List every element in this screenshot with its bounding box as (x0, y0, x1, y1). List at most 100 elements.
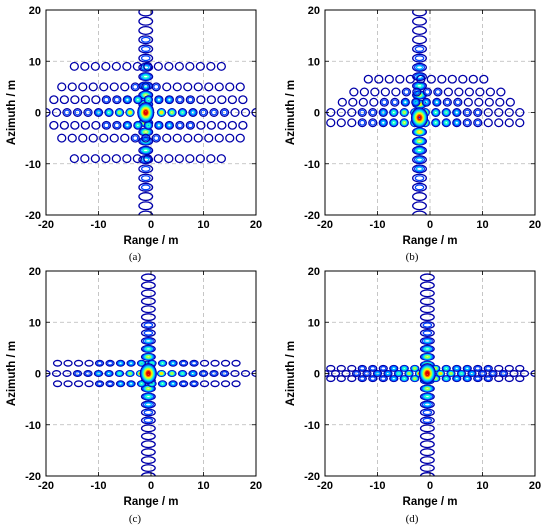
range-sidelobe (443, 109, 450, 116)
azimuth-lobe (138, 182, 154, 192)
range-sidelobe (359, 365, 366, 371)
range-sidelobe (135, 97, 140, 102)
azimuth-lobe (412, 201, 427, 211)
range-sidelobe (378, 364, 388, 372)
range-sidelobe (128, 372, 132, 375)
range-sidelobe (94, 359, 105, 367)
range-sidelobe (80, 154, 90, 164)
range-sidelobe (444, 110, 449, 115)
range-sidelobe (185, 120, 196, 130)
main-peak (422, 367, 433, 380)
range-sidelobe (206, 61, 216, 71)
range-sidelobe (488, 370, 498, 377)
range-sidelobe (118, 381, 123, 386)
range-sidelobe (170, 372, 174, 375)
range-sidelobe (133, 95, 143, 105)
range-sidelobe (401, 120, 407, 126)
azimuth-lobe (412, 44, 427, 54)
azimuth-lobe (412, 155, 427, 165)
range-sidelobe (132, 83, 139, 90)
azimuth-lobe (417, 130, 422, 134)
range-sidelobe (411, 97, 421, 107)
range-sidelobe (180, 110, 185, 115)
azimuth-lobe (419, 448, 435, 457)
range-sidelobe (468, 370, 476, 377)
range-sidelobe (337, 97, 347, 107)
range-sidelobe (348, 97, 358, 107)
range-sidelobe (174, 61, 184, 71)
range-sidelobe (453, 119, 461, 127)
range-sidelobe (357, 108, 367, 117)
azimuth-lobe (422, 417, 433, 424)
range-sidelobe (189, 359, 199, 367)
azimuth-lobe (139, 137, 152, 145)
range-sidelobe (235, 82, 245, 92)
y-tick-label: -10 (25, 420, 41, 432)
azimuth-lobe (142, 393, 155, 400)
range-sidelobe (170, 361, 176, 366)
y-tick-label: 10 (29, 317, 41, 329)
range-sidelobe (112, 95, 122, 105)
range-sidelobe (93, 370, 104, 377)
range-sidelobe (402, 110, 407, 115)
azimuth-lobe (140, 329, 156, 337)
x-axis-label: Range / m (403, 496, 458, 508)
range-sidelobe (67, 82, 77, 92)
x-axis-label: Range / m (403, 235, 458, 247)
azimuth-lobe (414, 55, 425, 62)
range-sidelobe (176, 96, 183, 103)
range-sidelobe (413, 88, 420, 96)
azimuth-lobe (140, 184, 151, 191)
azimuth-lobe (138, 192, 154, 202)
range-sidelobe (462, 375, 472, 383)
azimuth-lobe (138, 173, 154, 183)
azimuth-lobe (144, 402, 153, 407)
range-sidelobe (154, 95, 164, 105)
panel-3: -20 -10 0 10 20 -20 -10 0 10 20 Range / m Azimuth /… (6, 266, 262, 525)
range-sidelobe (370, 87, 380, 97)
azimuth-lobe (423, 338, 432, 344)
range-sidelobe (204, 82, 214, 92)
range-sidelobe (368, 118, 378, 128)
range-sidelobe (134, 96, 141, 103)
azimuth-lobe (415, 166, 424, 172)
azimuth-lobe (140, 400, 156, 409)
range-sidelobe (381, 99, 388, 106)
range-sidelobe (349, 87, 359, 97)
range-sidelobe (505, 97, 515, 107)
azimuth-lobe (144, 338, 153, 344)
range-sidelobe (362, 370, 372, 377)
range-sidelobe (127, 381, 135, 387)
azimuth-lobe (140, 392, 156, 401)
range-sidelobe (483, 375, 493, 383)
range-sidelobe (193, 82, 203, 92)
range-sidelobe (407, 372, 411, 375)
range-sidelobe (128, 361, 134, 366)
range-sidelobe (94, 109, 103, 116)
range-sidelobe (462, 364, 472, 372)
range-sidelobe (463, 97, 473, 107)
azimuth-lobe (419, 273, 435, 282)
azimuth-lobe (140, 305, 156, 314)
range-sidelobe (379, 97, 389, 107)
range-sidelobe (380, 376, 387, 382)
range-sidelobe (434, 88, 441, 96)
range-sidelobe (63, 359, 73, 367)
range-sidelobe (57, 133, 67, 143)
azimuth-lobe (142, 337, 154, 345)
range-sidelobe (369, 365, 376, 371)
main-peak (146, 371, 151, 376)
range-sidelobe (383, 370, 393, 377)
range-sidelobe (454, 366, 460, 371)
range-sidelobe (128, 110, 132, 115)
azimuth-lobe (412, 10, 427, 17)
range-sidelobe (347, 375, 357, 383)
range-sidelobe (189, 380, 199, 388)
y-tick-label: -10 (304, 159, 320, 171)
range-sidelobe (515, 118, 525, 128)
range-sidelobe (452, 108, 462, 117)
azimuth-lobe (419, 400, 435, 409)
range-sidelobe (384, 370, 392, 377)
y-axis-label: Azimuth / m (285, 80, 297, 145)
range-sidelobe (353, 371, 360, 376)
